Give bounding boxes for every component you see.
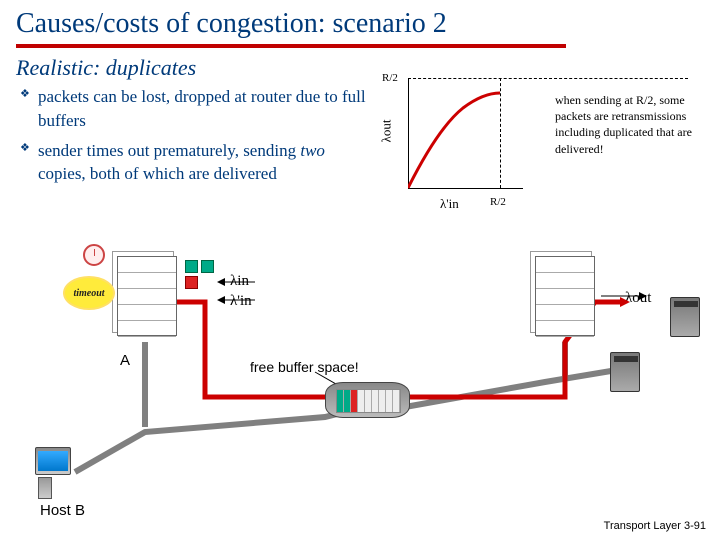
router-buffer	[336, 389, 401, 413]
timeout-badge: timeout	[65, 278, 113, 308]
bullet-list: packets can be lost, dropped at router d…	[20, 85, 370, 192]
chart-annotation: when sending at R/2, some packets are re…	[555, 92, 710, 157]
throughput-chart: R/2 λout λ'in R/2	[380, 78, 525, 213]
bullet-text: packets can be lost, dropped at router d…	[38, 87, 366, 130]
label-free-buffer: free buffer space!	[250, 359, 359, 375]
label-host-b: Host B	[40, 502, 85, 519]
page-title: Causes/costs of congestion: scenario 2	[16, 8, 447, 40]
footer-label: Transport Layer	[604, 520, 681, 532]
bullet-em: two	[300, 141, 325, 160]
y-axis-label: λout	[378, 120, 394, 143]
packet-green-icon	[201, 260, 214, 273]
footer: Transport Layer 3-91	[604, 520, 706, 532]
x-axis-label: λ'in	[440, 196, 459, 212]
label-a: A	[120, 352, 130, 369]
bullet-item: sender times out prematurely, sending tw…	[20, 139, 370, 187]
network-diagram: timeout A free buffer space! Host B	[45, 252, 675, 502]
x-tick-label: R/2	[490, 196, 506, 208]
server-icon	[670, 297, 700, 337]
footer-page: 3-91	[684, 520, 706, 532]
receiver-queue	[535, 256, 595, 336]
sender-queue	[117, 256, 177, 336]
packet-red-icon	[185, 276, 198, 289]
bullet-text: copies, both of which are delivered	[38, 164, 277, 183]
host-a-icon	[35, 447, 80, 502]
y-tick-label: R/2	[382, 72, 398, 84]
router-icon	[325, 382, 410, 418]
chart-curve	[408, 78, 528, 193]
bullet-item: packets can be lost, dropped at router d…	[20, 85, 370, 133]
subtitle: Realistic: duplicates	[16, 55, 196, 81]
clock-icon	[83, 244, 105, 266]
server-icon	[610, 352, 640, 392]
bullet-text: sender times out prematurely, sending	[38, 141, 300, 160]
packet-green-icon	[185, 260, 198, 273]
title-underline	[16, 44, 566, 48]
